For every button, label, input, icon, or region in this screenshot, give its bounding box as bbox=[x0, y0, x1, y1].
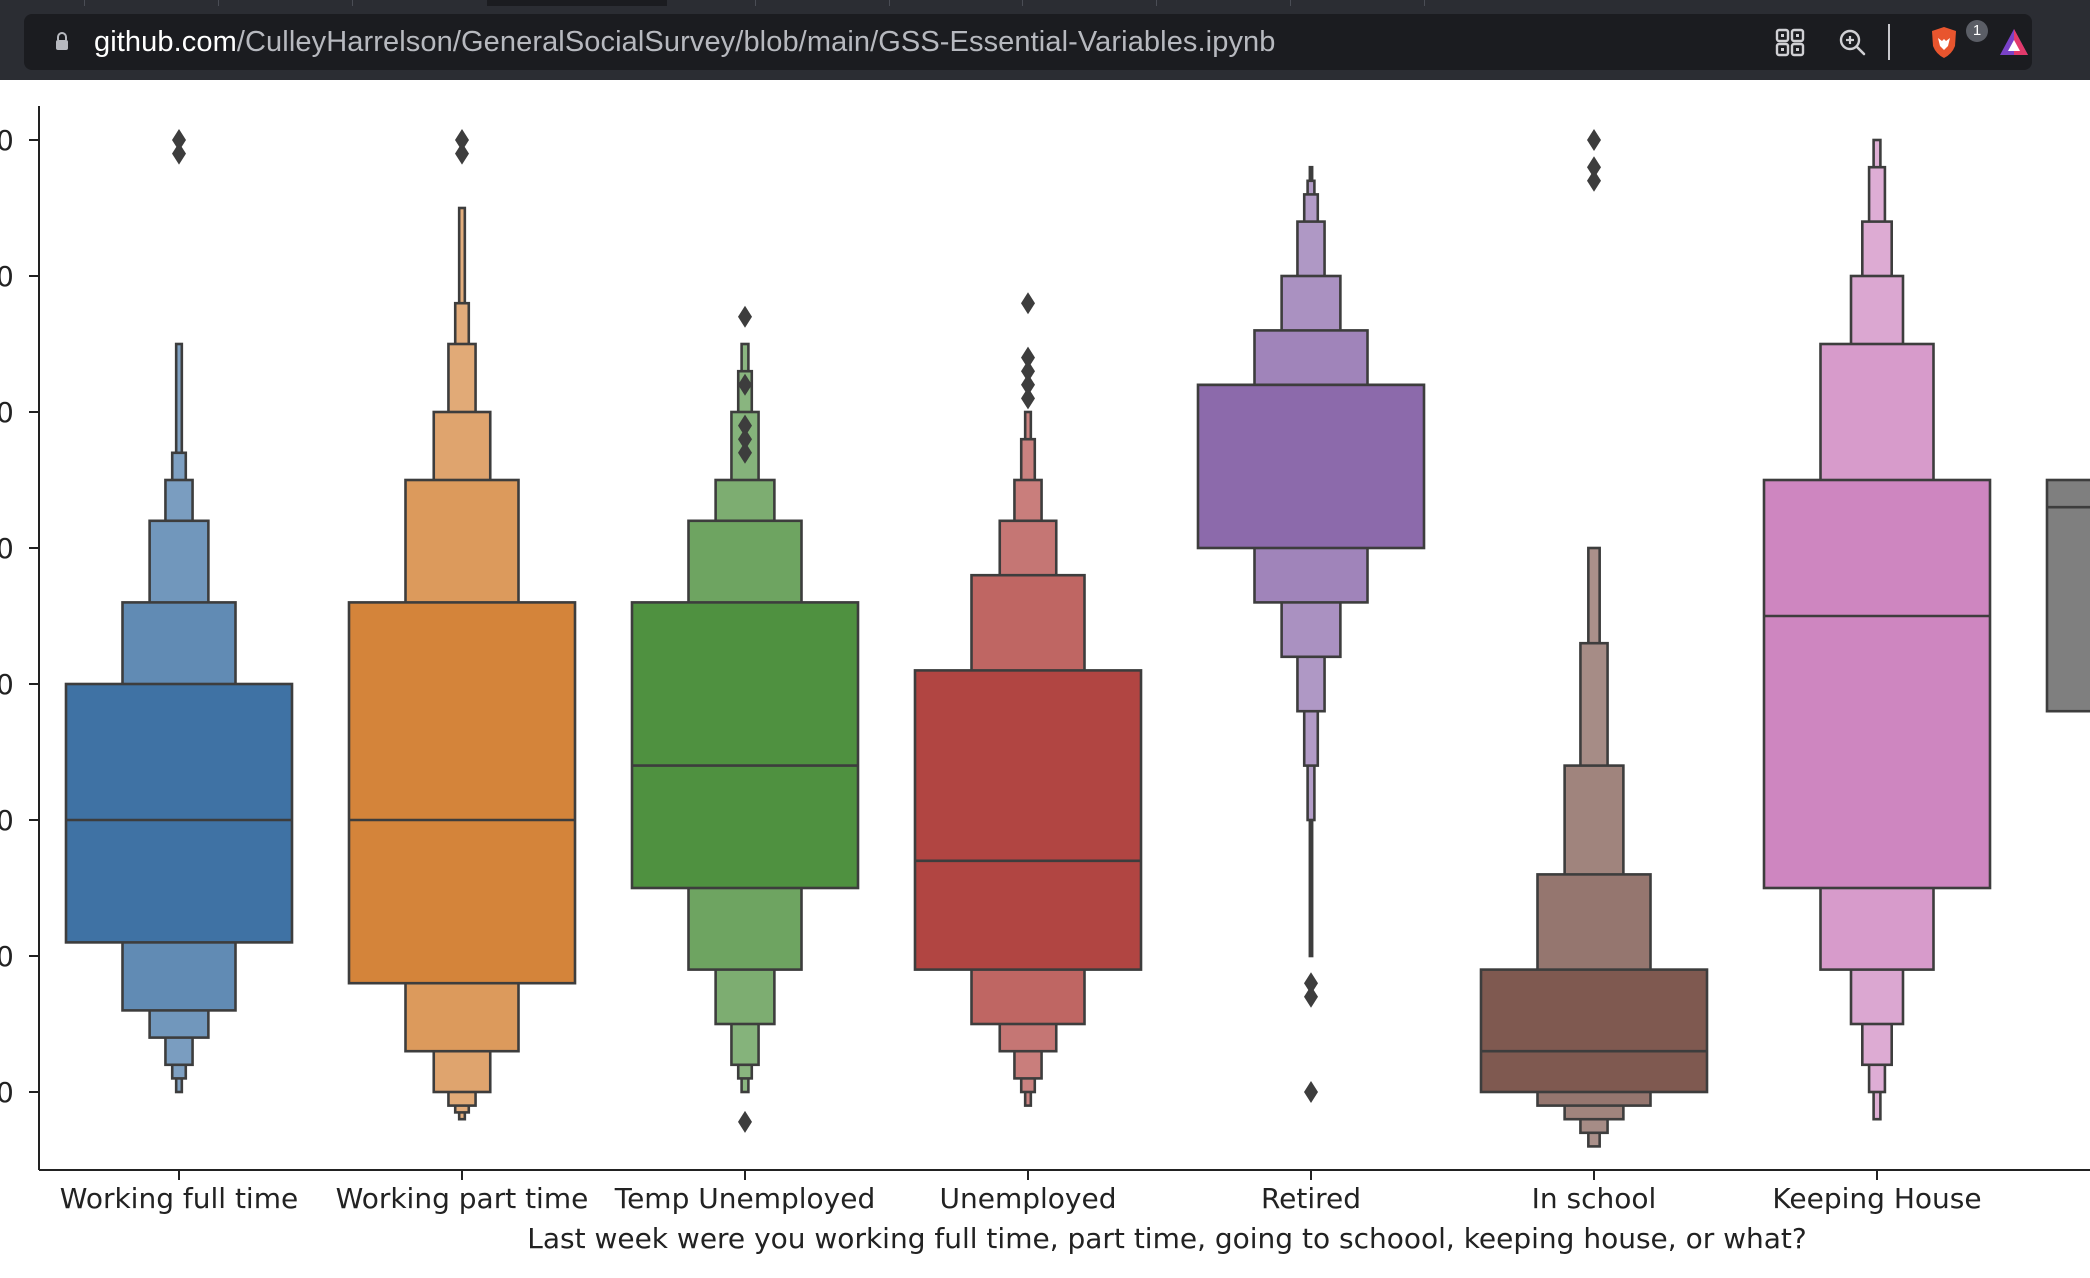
box-level bbox=[64, 682, 294, 944]
browser-toolbar: github.com/CulleyHarrelson/GeneralSocial… bbox=[0, 0, 2090, 80]
lock-icon bbox=[56, 32, 68, 50]
outlier-point bbox=[172, 129, 186, 151]
outlier-point bbox=[1021, 387, 1035, 410]
url-host: github.com bbox=[94, 26, 237, 58]
boxen-plot: 0 0 0 0 0 0 0 0 Working full time Working part t… bbox=[0, 106, 2090, 1255]
y-tick-label: 0 bbox=[0, 1076, 14, 1109]
box-group bbox=[1196, 165, 1426, 1103]
x-tick-label: Retired bbox=[1261, 1182, 1361, 1215]
outlier-point bbox=[738, 1110, 752, 1133]
x-axis: Working full time Working part time Temp U… bbox=[39, 1169, 2090, 1215]
outlier-point bbox=[1021, 346, 1035, 369]
shield-badge: 1 bbox=[1966, 20, 1988, 42]
y-tick-label: 0 bbox=[0, 532, 14, 565]
outlier-point bbox=[738, 373, 752, 396]
box-level bbox=[630, 601, 860, 890]
y-tick-label: 0 bbox=[0, 396, 14, 429]
url-path: /CulleyHarrelson/GeneralSocialSurvey/blo… bbox=[236, 26, 1276, 58]
plot-area bbox=[64, 129, 2090, 1148]
x-tick-label: In school bbox=[1532, 1182, 1657, 1215]
address-bar[interactable]: github.com/CulleyHarrelson/GeneralSocial… bbox=[24, 14, 2032, 70]
box-level bbox=[2045, 478, 2090, 713]
x-tick-label: Working part time bbox=[336, 1182, 589, 1215]
outlier-point bbox=[172, 142, 186, 165]
outlier-point bbox=[1304, 1081, 1318, 1103]
box-level bbox=[347, 601, 577, 985]
outlier-point bbox=[738, 428, 752, 451]
outlier-point bbox=[1304, 985, 1318, 1008]
brave-rewards-icon[interactable] bbox=[1996, 24, 2032, 60]
url-text[interactable]: github.com/CulleyHarrelson/GeneralSocial… bbox=[94, 26, 1276, 59]
outlier-point bbox=[1304, 972, 1318, 995]
outlier-point bbox=[1021, 360, 1035, 383]
box-level bbox=[1479, 968, 1709, 1094]
box-level bbox=[913, 669, 1143, 971]
box-group bbox=[1479, 129, 1709, 1148]
brave-shield-icon[interactable] bbox=[1926, 24, 1962, 60]
outlier-point bbox=[1587, 129, 1601, 151]
x-axis-title: Last week were you working full time, pa… bbox=[527, 1222, 1807, 1255]
y-tick-label: 0 bbox=[0, 804, 14, 837]
y-tick-label: 0 bbox=[0, 940, 14, 973]
box-group bbox=[347, 129, 577, 1121]
x-tick-label: Keeping House bbox=[1772, 1182, 1981, 1215]
outlier-point bbox=[1587, 169, 1601, 192]
outlier-point bbox=[1021, 373, 1035, 396]
outlier-point bbox=[738, 414, 752, 437]
x-tick-label: Temp Unemployed bbox=[614, 1182, 876, 1215]
outlier-point bbox=[455, 129, 469, 151]
box-group bbox=[2045, 478, 2090, 713]
zoom-icon[interactable] bbox=[1834, 24, 1870, 60]
x-tick-label: Unemployed bbox=[940, 1182, 1117, 1215]
y-axis: 0 0 0 0 0 0 0 0 bbox=[0, 106, 40, 1170]
outlier-point bbox=[1587, 156, 1601, 179]
box-level bbox=[1762, 478, 1992, 890]
y-tick-label: 0 bbox=[0, 260, 14, 293]
toolbar-separator bbox=[1888, 24, 1890, 60]
outlier-point bbox=[455, 142, 469, 165]
outlier-point bbox=[738, 305, 752, 328]
y-tick-label: 0 bbox=[0, 668, 14, 701]
tab-strip bbox=[0, 0, 2090, 6]
box-group bbox=[630, 305, 860, 1133]
x-tick-label: Working full time bbox=[60, 1182, 298, 1215]
box-group bbox=[913, 292, 1143, 1107]
box-level bbox=[1196, 383, 1426, 550]
qr-code-icon[interactable] bbox=[1772, 24, 1808, 60]
y-tick-label: 0 bbox=[0, 124, 14, 157]
box-group bbox=[1762, 138, 1992, 1121]
outlier-point bbox=[738, 441, 752, 464]
box-group bbox=[64, 129, 294, 1094]
outlier-point bbox=[1021, 292, 1035, 315]
